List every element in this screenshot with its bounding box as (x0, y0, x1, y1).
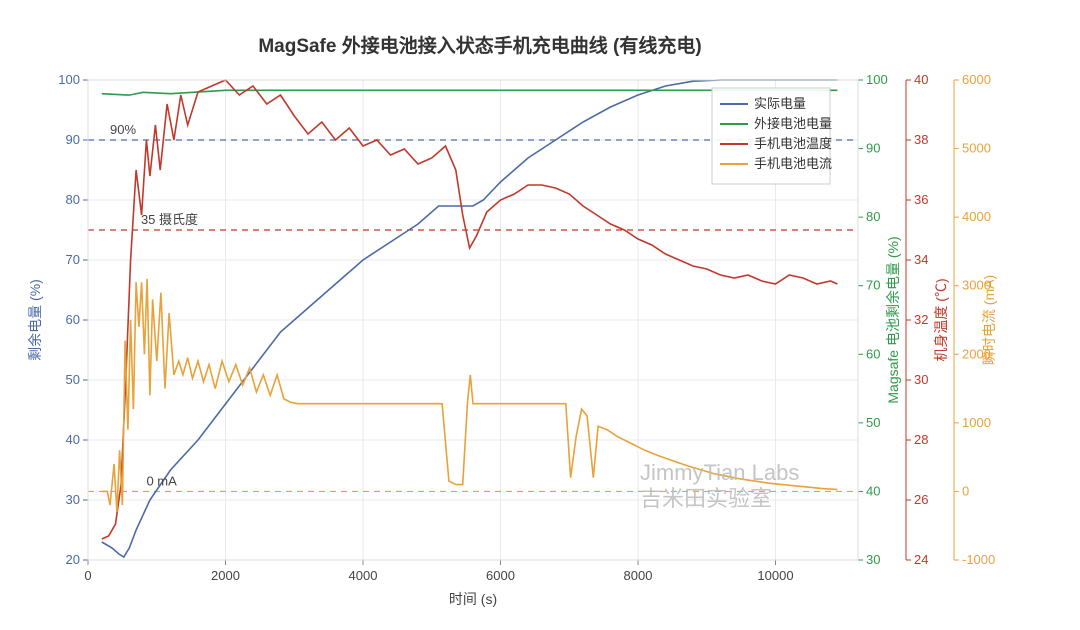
x-tick-label: 4000 (349, 568, 378, 583)
y-axis-title-y_current: 瞬时电流 (mA) (981, 275, 997, 365)
x-tick-label: 0 (84, 568, 91, 583)
y-tick-label: 26 (914, 492, 928, 507)
y-tick-label: 28 (914, 432, 928, 447)
y-axis-title-y_magsafe: Magsafe 电池剩余电量 (%) (885, 236, 901, 403)
annotation: 90% (110, 122, 136, 137)
y-tick-label: 40 (914, 72, 928, 87)
x-tick-label: 8000 (624, 568, 653, 583)
y-tick-label: -1000 (962, 552, 995, 567)
y-tick-label: 90 (866, 141, 880, 156)
x-tick-label: 2000 (211, 568, 240, 583)
legend-label: 外接电池电量 (754, 116, 832, 131)
annotation: 0 mA (146, 473, 177, 488)
y-tick-label: 30 (66, 492, 80, 507)
legend-label: 实际电量 (754, 96, 806, 111)
y-tick-label: 5000 (962, 141, 991, 156)
y-tick-label: 70 (66, 252, 80, 267)
x-axis-title: 时间 (s) (449, 591, 497, 607)
legend-label: 手机电池电流 (754, 156, 832, 171)
y-tick-label: 60 (866, 346, 880, 361)
chart-svg: 90%35 摄氏度0 mA0200040006000800010000时间 (s… (0, 0, 1080, 630)
y-tick-label: 24 (914, 552, 928, 567)
y-tick-label: 90 (66, 132, 80, 147)
y-tick-label: 38 (914, 132, 928, 147)
y-tick-label: 100 (58, 72, 80, 87)
y-tick-label: 30 (914, 372, 928, 387)
y-axis-title-y_temp: 机身温度 (℃) (933, 278, 949, 361)
y-tick-label: 40 (866, 483, 880, 498)
y-tick-label: 6000 (962, 72, 991, 87)
y-tick-label: 36 (914, 192, 928, 207)
watermark: 吉米田实验室 (640, 486, 772, 511)
y-tick-label: 34 (914, 252, 928, 267)
chart-title: MagSafe 外接电池接入状态手机充电曲线 (有线充电) (258, 34, 701, 57)
y-tick-label: 80 (866, 209, 880, 224)
y-tick-label: 32 (914, 312, 928, 327)
y-tick-label: 60 (66, 312, 80, 327)
y-tick-label: 40 (66, 432, 80, 447)
y-tick-label: 0 (962, 483, 969, 498)
y-tick-label: 1000 (962, 415, 991, 430)
y-tick-label: 80 (66, 192, 80, 207)
x-tick-label: 6000 (486, 568, 515, 583)
y-tick-label: 100 (866, 72, 888, 87)
x-tick-label: 10000 (757, 568, 793, 583)
chart-container: 90%35 摄氏度0 mA0200040006000800010000时间 (s… (0, 0, 1080, 630)
legend-label: 手机电池温度 (754, 136, 832, 151)
y-tick-label: 30 (866, 552, 880, 567)
annotation: 35 摄氏度 (141, 212, 198, 227)
y-tick-label: 50 (66, 372, 80, 387)
y-tick-label: 50 (866, 415, 880, 430)
y-tick-label: 20 (66, 552, 80, 567)
y-tick-label: 4000 (962, 209, 991, 224)
y-tick-label: 70 (866, 278, 880, 293)
y-axis-title-y_soc: 剩余电量 (%) (27, 279, 43, 361)
watermark: JimmyTian Labs (640, 460, 799, 485)
